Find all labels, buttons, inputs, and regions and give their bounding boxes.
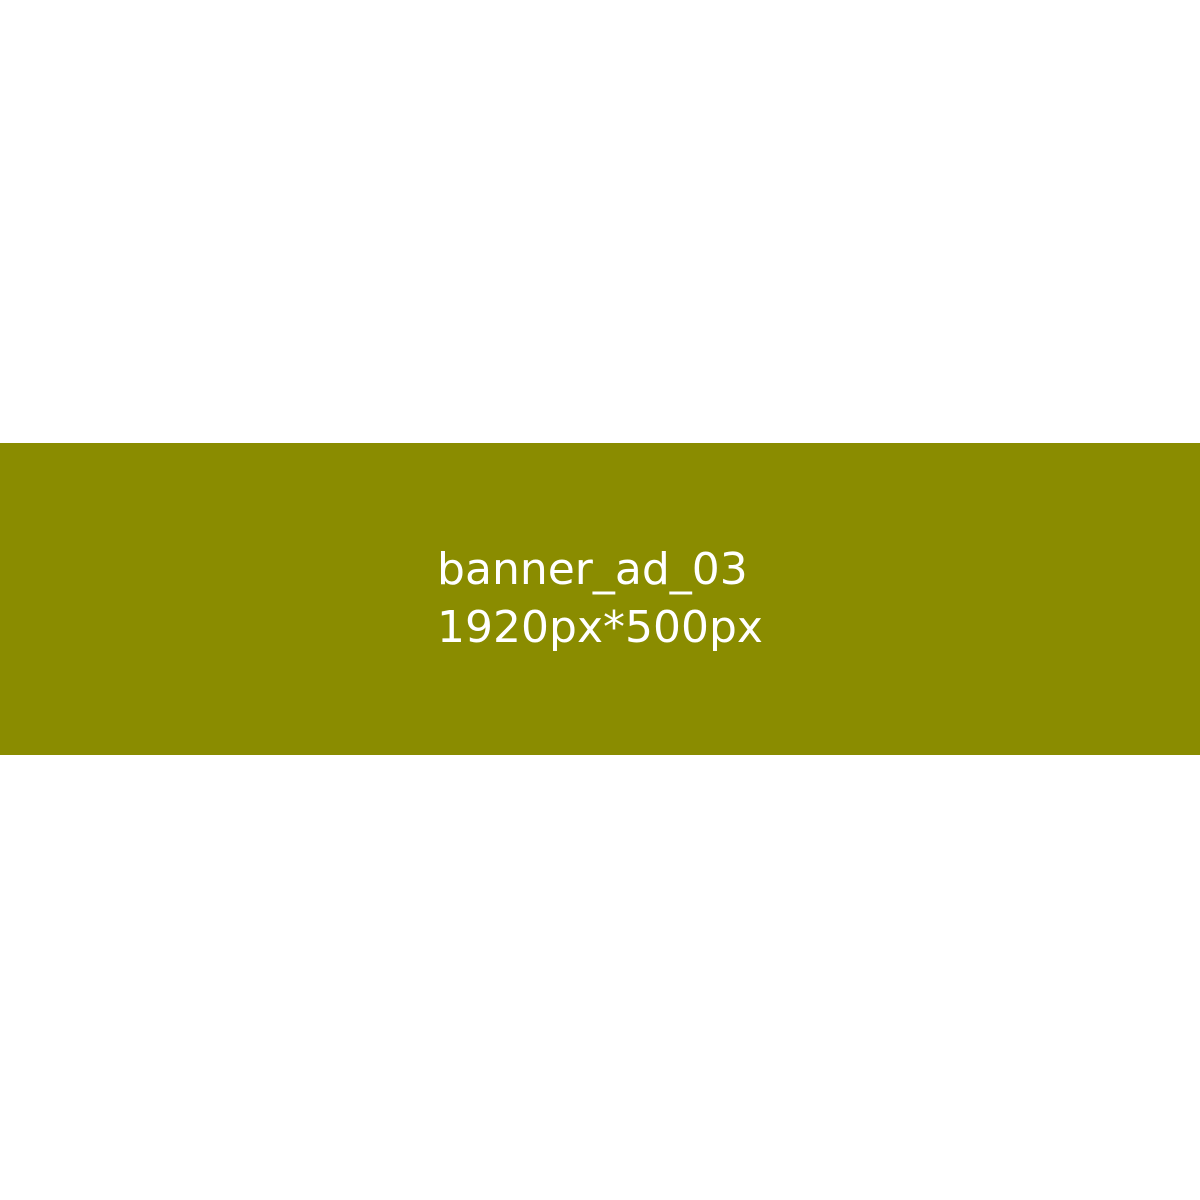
banner-text-block: banner_ad_03 1920px*500px [437,541,763,657]
banner-dimensions-label: 1920px*500px [437,602,763,653]
banner-ad-placeholder: banner_ad_03 1920px*500px [0,443,1200,755]
banner-name-label: banner_ad_03 [437,544,748,595]
